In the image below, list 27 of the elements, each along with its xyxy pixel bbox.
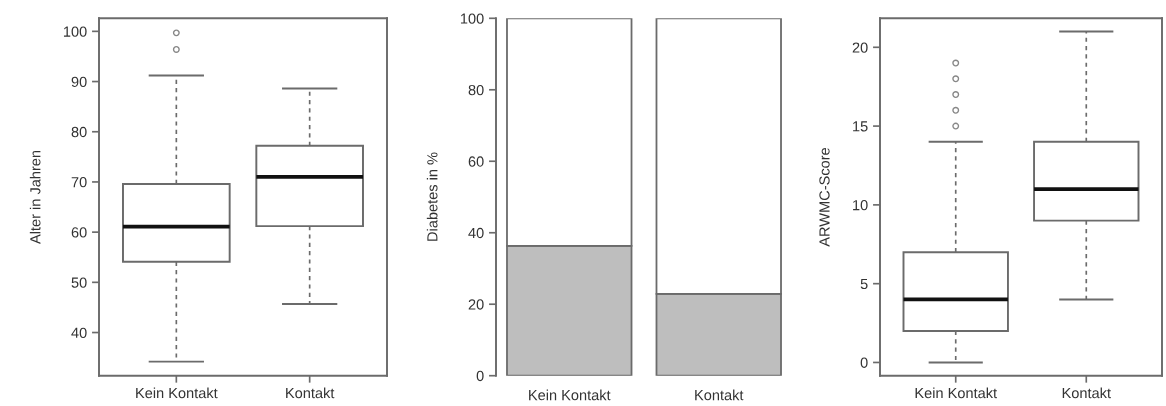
y-tick-label: 40: [468, 227, 484, 239]
y-tick-label: 15: [853, 121, 868, 132]
x-tick-label: Kontakt: [1062, 387, 1111, 399]
y-axis-title: Diabetes in %: [426, 152, 438, 241]
y-tick-label: 60: [71, 227, 87, 238]
y-tick-label: 70: [71, 177, 87, 188]
x-tick-label: Kein Kontakt: [529, 389, 611, 401]
y-tick-label: 20: [468, 299, 484, 310]
y-tick-label: 50: [71, 277, 87, 288]
y-tick-label: 5: [860, 278, 868, 290]
x-tick-label: Kontakt: [286, 387, 335, 399]
x-tick-label: Kontakt: [695, 389, 744, 401]
y-tick-label: 0: [860, 357, 868, 368]
y-tick-label: 20: [852, 42, 868, 53]
y-tick-label: 40: [71, 327, 87, 338]
y-tick-label: 80: [468, 84, 484, 96]
y-tick-label: 100: [63, 26, 87, 37]
y-tick-label: 0: [476, 370, 484, 382]
y-tick-label: 10: [853, 199, 868, 211]
y-tick-label: 90: [71, 76, 87, 87]
y-tick-label: 60: [468, 156, 484, 167]
y-axis-title: ARWMC-Score: [819, 147, 830, 247]
x-tick-label: Kein Kontakt: [136, 387, 218, 399]
y-tick-label: 100: [460, 13, 484, 24]
y-tick-label: 80: [71, 126, 87, 138]
x-tick-label: Kein Kontakt: [915, 387, 997, 399]
y-axis-title: Alter in Jahren: [29, 150, 41, 244]
